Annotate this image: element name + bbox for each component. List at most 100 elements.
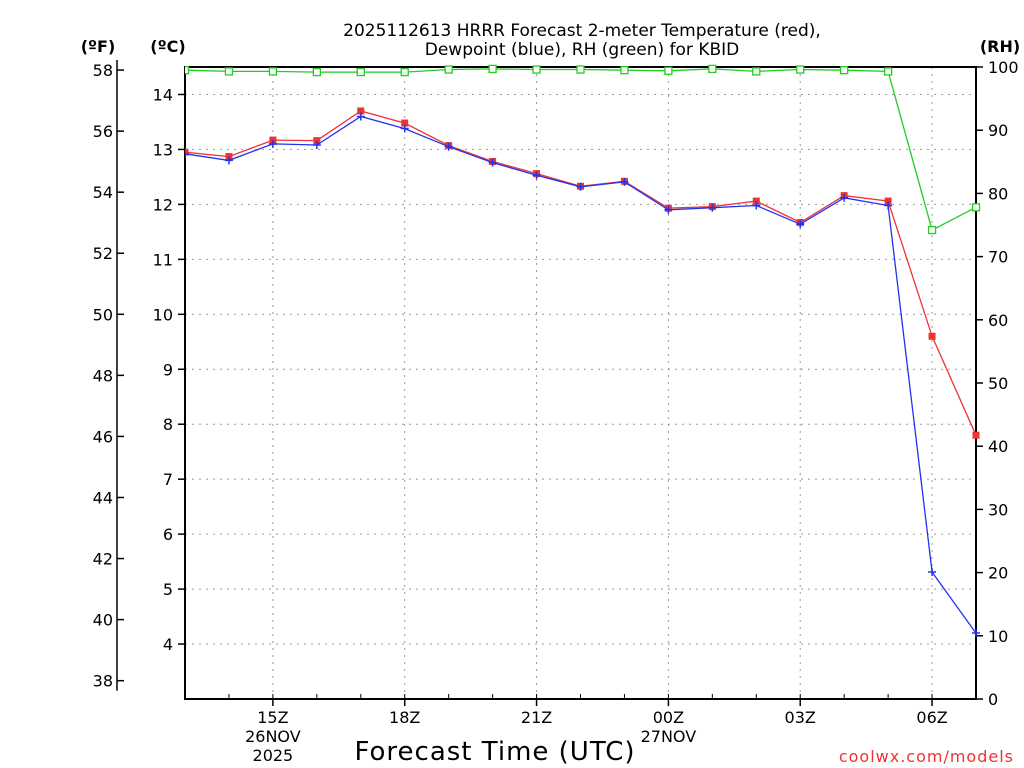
celsius-unit-label: (ºC) [150,37,185,56]
rh-point [444,65,453,74]
temperature-point [928,332,936,340]
chart-title-line1: 2025112613 HRRR Forecast 2-meter Tempera… [343,21,821,41]
dewpoint-point [664,205,673,214]
dewpoint-point [312,141,321,150]
x-tick-label: 18Z [389,708,420,727]
rh-tick-label: 0 [988,690,998,709]
x-year-label: 2025 [253,746,294,765]
rh-point [840,66,849,75]
series-layer [185,64,981,638]
rh-point [400,67,409,77]
dewpoint-point [185,149,189,158]
dewpoint-point [752,201,761,210]
celsius-tick-label: 14 [153,85,173,104]
rh-point [224,67,234,76]
dewpoint-point [840,193,849,202]
temperature-point [313,137,321,145]
dewpoint-point [224,156,233,165]
celsius-tick-label: 5 [163,580,173,599]
celsius-tick-label: 9 [163,360,173,379]
celsius-tick-label: 7 [163,470,173,489]
axes: 1413121110987654585654525048464442403810… [93,58,1019,765]
dewpoint-point [268,139,277,148]
dewpoint-point [356,112,365,121]
rh-tick-label: 60 [988,311,1008,330]
rh-point [488,64,497,74]
rh-point [312,67,321,77]
rh-point [796,65,805,74]
fahrenheit-tick-label: 40 [93,611,113,630]
rh-tick-label: 70 [988,248,1008,267]
rh-tick-label: 80 [988,184,1008,203]
rh-point [185,66,190,75]
fahrenheit-tick-label: 48 [93,366,113,385]
rh-tick-label: 20 [988,564,1008,583]
dewpoint-point [928,568,937,577]
dewpoint-point [972,629,980,638]
x-tick-label: 21Z [521,708,552,727]
dewpoint-point [884,201,893,210]
x-tick-label: 00Z [653,708,684,727]
series-group [185,64,981,638]
dewpoint-point [796,220,805,229]
temperature-point [884,197,892,205]
celsius-tick-label: 4 [163,635,173,654]
rh-point [356,67,365,77]
temperature-point [972,431,980,439]
rh-point [576,65,585,74]
temperature-line [185,110,977,436]
temperature-point [357,107,365,115]
temperature-point [752,197,760,205]
watermark: coolwx.com/models [839,747,1014,766]
rh-point [883,67,893,76]
dewpoint-point [576,182,585,191]
rh-tick-label: 100 [988,58,1019,77]
fahrenheit-tick-label: 54 [93,183,113,202]
rh-tick-label: 10 [988,627,1008,646]
x-tick-label: 06Z [916,708,947,727]
x-tick-label: 15Z [257,708,288,727]
celsius-tick-label: 8 [163,415,173,434]
rh-point [708,64,717,74]
celsius-tick-label: 11 [153,250,173,269]
gridlines [185,67,976,699]
x-tick-label: 03Z [785,708,816,727]
rh-unit-label: (RH) [980,37,1020,56]
celsius-tick-label: 12 [153,195,173,214]
chart-title-line2: Dewpoint (blue), RH (green) for KBID [425,40,740,60]
plot-frame [184,66,977,700]
rh-point [664,66,673,75]
dewpoint-line [185,115,977,634]
fahrenheit-tick-label: 44 [93,488,113,507]
rh-tick-label: 90 [988,121,1008,140]
rh-tick-label: 40 [988,437,1008,456]
x-axis-label: Forecast Time (UTC) [354,737,635,767]
x-date-label: 27NOV [641,727,697,746]
dewpoint-point [532,171,541,180]
fahrenheit-tick-label: 52 [93,244,113,263]
rh-tick-label: 50 [988,374,1008,393]
fahrenheit-tick-label: 56 [93,122,113,141]
fahrenheit-tick-label: 46 [93,427,113,446]
fahrenheit-tick-label: 50 [93,305,113,324]
rh-point [532,65,541,74]
rh-point [927,225,937,235]
celsius-tick-label: 13 [153,140,173,159]
dewpoint-point [708,203,717,212]
fahrenheit-tick-label: 42 [93,550,113,569]
rh-point [752,67,761,76]
x-date-label: 26NOV [245,727,301,746]
dewpoint-point [488,158,497,167]
dewpoint-point [400,124,409,133]
fahrenheit-unit-label: (ºF) [81,37,116,56]
dewpoint-point [444,142,453,151]
temperature-point [401,119,409,127]
rh-tick-label: 30 [988,500,1008,519]
rh-point [971,203,981,212]
rh-point [620,66,629,75]
celsius-tick-label: 10 [153,305,173,324]
dewpoint-point [620,177,629,186]
temperature-point [185,148,189,156]
fahrenheit-tick-label: 58 [93,61,113,80]
